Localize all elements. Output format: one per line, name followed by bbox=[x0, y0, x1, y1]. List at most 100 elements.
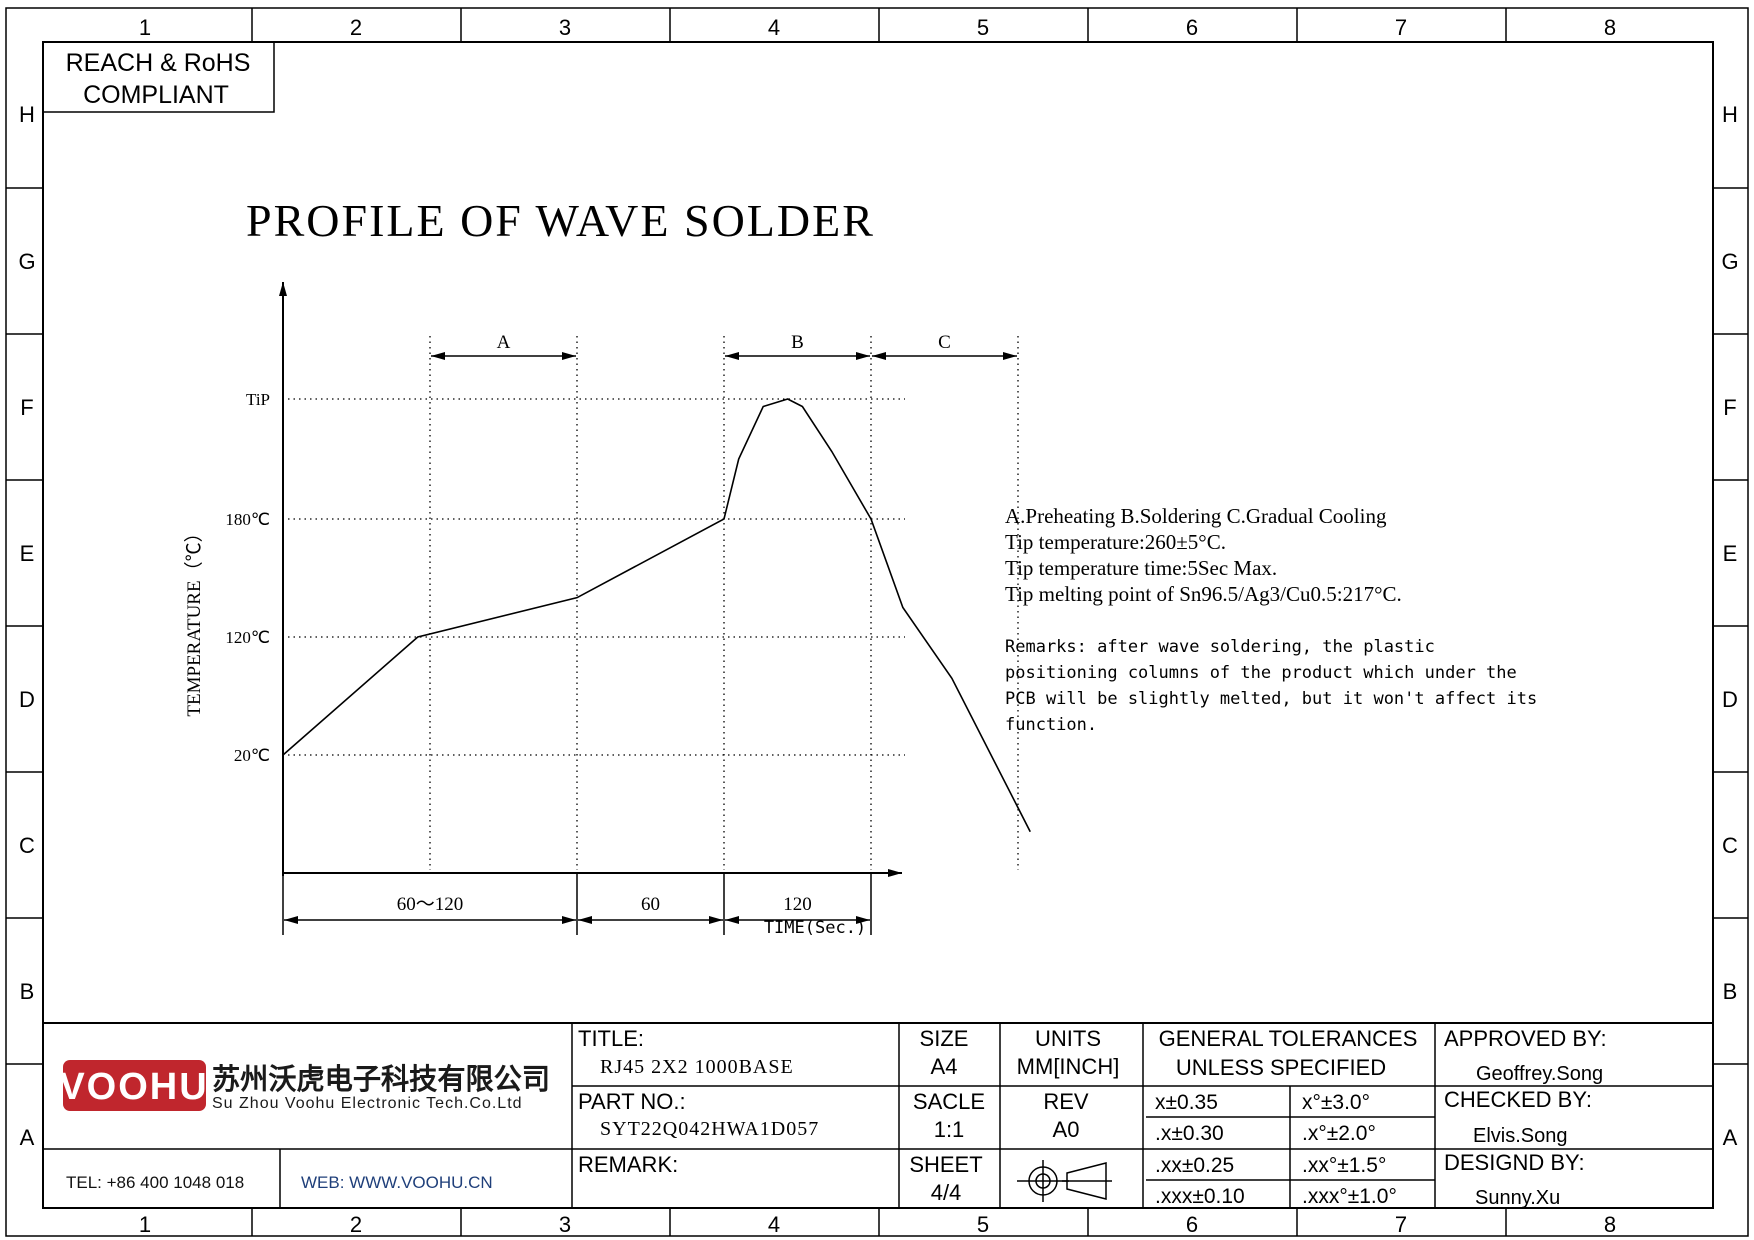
time-dimension-label: 60～120 bbox=[397, 894, 464, 915]
company-name-chinese: 苏州沃虎电子科技有限公司 bbox=[212, 1063, 550, 1096]
compliance-line-1: REACH & RoHS bbox=[66, 49, 251, 77]
frame-row-label: F bbox=[20, 395, 33, 420]
frame-row-label: B bbox=[1723, 979, 1738, 1004]
inner-frame bbox=[42, 41, 1714, 1209]
voohu-logo-text: VOOHU bbox=[59, 1066, 208, 1108]
remarks: Remarks: after wave soldering, the plast… bbox=[1005, 637, 1537, 735]
company-name-english: Su Zhou Voohu Electronic Tech.Co.Ltd bbox=[212, 1095, 523, 1112]
frame-row-label: A bbox=[20, 1125, 35, 1150]
zone-label: A bbox=[497, 332, 511, 353]
size-value: A4 bbox=[931, 1054, 958, 1079]
remark-line: positioning columns of the product which… bbox=[1005, 663, 1517, 683]
frame-row-label: H bbox=[1722, 102, 1738, 127]
tolerances-subheader: UNLESS SPECIFIED bbox=[1176, 1055, 1386, 1080]
checked-by-value: Elvis.Song bbox=[1473, 1125, 1568, 1147]
frame-column-label: 1 bbox=[139, 1212, 151, 1237]
temperature-tick-label: TiP bbox=[246, 390, 270, 409]
tip-time-note: Tip temperature time:5Sec Max. bbox=[1005, 556, 1277, 580]
title-value: RJ45 2X2 1000BASE bbox=[600, 1056, 794, 1078]
approved-by-label: APPROVED BY: bbox=[1444, 1026, 1607, 1051]
wave-solder-profile-chart: TiP 180℃ 120℃ 20℃ A B C 60～120 60 120 TEMPERATU… bbox=[183, 282, 1031, 938]
zone-legend: A.Preheating B.Soldering C.Gradual Cooli… bbox=[1005, 504, 1387, 528]
remark-label: REMARK: bbox=[578, 1152, 678, 1177]
linear-tolerance: .x±0.30 bbox=[1155, 1122, 1224, 1145]
frame-row-label: B bbox=[20, 979, 35, 1004]
frame-row-label: A bbox=[1723, 1125, 1738, 1150]
compliance-line-2: COMPLIANT bbox=[83, 81, 229, 109]
frame-row-label: C bbox=[1722, 833, 1738, 858]
angular-tolerance: x°±3.0° bbox=[1302, 1091, 1370, 1114]
frame-column-label: 3 bbox=[559, 15, 571, 40]
designed-by-value: Sunny.Xu bbox=[1475, 1187, 1560, 1209]
frame-zone-labels: 1 1 2 2 3 3 4 4 5 5 6 6 7 7 8 8 H H G G F F E E D D C C B B A A bbox=[18, 15, 1738, 1237]
title-block bbox=[43, 1022, 1713, 1208]
drawing-title: PROFILE OF WAVE SOLDER bbox=[246, 195, 875, 246]
frame-row-label: F bbox=[1723, 395, 1736, 420]
part-number-label: PART NO.: bbox=[578, 1089, 686, 1114]
title-label: TITLE: bbox=[578, 1026, 644, 1051]
linear-tolerance: .xxx±0.10 bbox=[1155, 1185, 1245, 1208]
designed-by-label: DESIGND BY: bbox=[1444, 1150, 1585, 1175]
temperature-tick-label: 20℃ bbox=[234, 746, 270, 765]
temperature-profile-line bbox=[282, 398, 1031, 833]
frame-column-label: 7 bbox=[1395, 15, 1407, 40]
frame-column-label: 6 bbox=[1186, 1212, 1198, 1237]
checked-by-label: CHECKED BY: bbox=[1444, 1087, 1592, 1112]
company-web: WEB: WWW.VOOHU.CN bbox=[301, 1173, 493, 1192]
zone-label: C bbox=[938, 332, 951, 353]
frame-column-label: 8 bbox=[1604, 1212, 1616, 1237]
frame-row-label: D bbox=[19, 687, 35, 712]
melting-point-note: Tip melting point of Sn96.5/Ag3/Cu0.5:21… bbox=[1005, 582, 1402, 606]
frame-column-label: 6 bbox=[1186, 15, 1198, 40]
time-dimension-label: 120 bbox=[783, 894, 812, 915]
frame-row-label: H bbox=[19, 102, 35, 127]
units-value: MM[INCH] bbox=[1017, 1054, 1120, 1079]
temperature-tick-label: 120℃ bbox=[225, 628, 270, 647]
frame-row-label: G bbox=[18, 249, 35, 274]
part-number-value: SYT22Q042HWA1D057 bbox=[600, 1118, 819, 1140]
size-label: SIZE bbox=[920, 1026, 969, 1051]
angular-tolerance: .x°±2.0° bbox=[1302, 1122, 1376, 1145]
tip-temperature-note: Tip temperature:260±5°C. bbox=[1005, 530, 1226, 554]
units-label: UNITS bbox=[1035, 1026, 1101, 1051]
remark-line: PCB will be slightly melted, but it won'… bbox=[1005, 689, 1537, 709]
frame-column-label: 4 bbox=[768, 15, 780, 40]
voohu-logo bbox=[63, 1060, 206, 1111]
scale-value: 1:1 bbox=[934, 1117, 965, 1142]
x-axis-label: TIME(Sec.) bbox=[764, 918, 866, 938]
frame-row-label: G bbox=[1721, 249, 1738, 274]
frame-column-label: 1 bbox=[139, 15, 151, 40]
scale-label: SACLE bbox=[913, 1089, 985, 1114]
compliance-box bbox=[42, 41, 275, 113]
frame-column-label: 5 bbox=[977, 1212, 989, 1237]
frame-column-label: 7 bbox=[1395, 1212, 1407, 1237]
company-tel: TEL: +86 400 1048 018 bbox=[66, 1173, 244, 1192]
frame-zone-ticks bbox=[6, 8, 1748, 1236]
sheet-label: SHEET bbox=[909, 1152, 982, 1177]
tolerances-header: GENERAL TOLERANCES bbox=[1159, 1026, 1418, 1051]
frame-column-label: 3 bbox=[559, 1212, 571, 1237]
frame-row-label: C bbox=[19, 833, 35, 858]
linear-tolerance: .xx±0.25 bbox=[1155, 1154, 1234, 1177]
linear-tolerance: x±0.35 bbox=[1155, 1091, 1218, 1114]
remark-line: Remarks: after wave soldering, the plast… bbox=[1005, 637, 1435, 657]
time-dimension-label: 60 bbox=[641, 894, 660, 915]
approved-by-value: Geoffrey.Song bbox=[1476, 1063, 1603, 1085]
revision-label: REV bbox=[1043, 1089, 1089, 1114]
frame-row-label: D bbox=[1722, 687, 1738, 712]
y-axis-label: TEMPERATURE（℃） bbox=[183, 523, 205, 716]
frame-column-label: 2 bbox=[350, 15, 362, 40]
remark-line: function. bbox=[1005, 715, 1097, 735]
outer-frame bbox=[5, 7, 1749, 1237]
zone-label: B bbox=[791, 332, 804, 353]
angular-tolerance: .xxx°±1.0° bbox=[1302, 1185, 1397, 1208]
revision-value: A0 bbox=[1053, 1117, 1080, 1142]
third-angle-projection-icon bbox=[1017, 1160, 1112, 1202]
frame-row-label: E bbox=[1723, 541, 1738, 566]
frame-column-label: 2 bbox=[350, 1212, 362, 1237]
process-notes: A.Preheating B.Soldering C.Gradual Cooli… bbox=[1005, 504, 1402, 606]
sheet-value: 4/4 bbox=[931, 1180, 962, 1205]
frame-column-label: 8 bbox=[1604, 15, 1616, 40]
frame-column-label: 5 bbox=[977, 15, 989, 40]
